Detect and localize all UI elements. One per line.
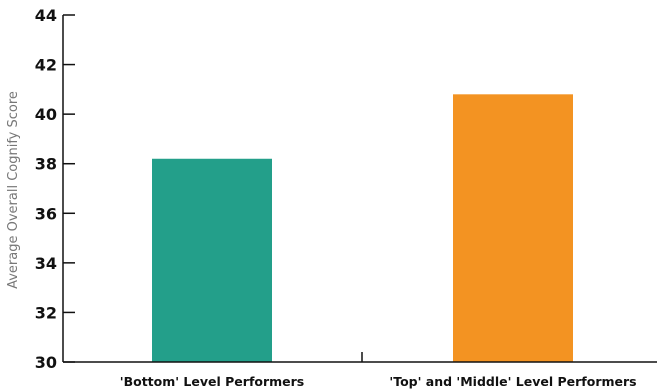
y-tick-label: 40	[35, 105, 57, 124]
bar	[152, 158, 272, 362]
bar	[453, 94, 573, 363]
x-ticks: 'Bottom' Level Performers 'Top' and 'Midd…	[120, 374, 637, 389]
y-tick-label: 42	[35, 56, 57, 75]
y-ticks: 30 32 34 36 38 40 42 44	[35, 6, 75, 372]
y-tick-label: 38	[35, 155, 57, 174]
y-tick-label: 30	[35, 353, 57, 372]
y-tick-label: 36	[35, 204, 57, 223]
y-tick-label: 44	[35, 6, 57, 25]
bars	[152, 94, 573, 363]
x-tick-label: 'Bottom' Level Performers	[120, 374, 305, 389]
y-axis-label: Average Overall Cognify Score	[6, 91, 21, 289]
y-tick-label: 34	[35, 254, 57, 273]
y-tick-label: 32	[35, 303, 57, 322]
x-tick-label: 'Top' and 'Middle' Level Performers	[389, 374, 636, 389]
